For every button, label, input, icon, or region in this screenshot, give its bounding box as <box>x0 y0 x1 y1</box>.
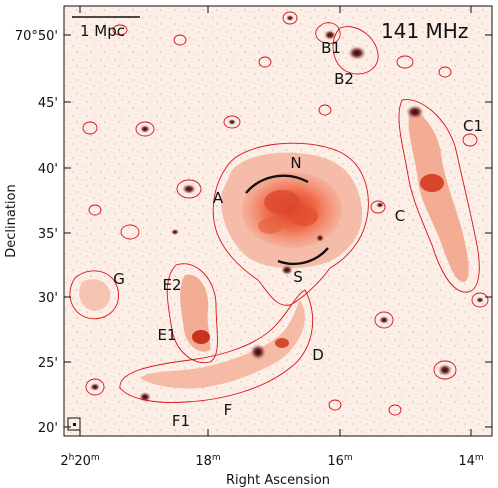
relic-C <box>408 110 469 283</box>
scale-bar-label: 1 Mpc <box>80 22 125 40</box>
y-tick-label: 45' <box>38 96 58 111</box>
y-tick-label: 25' <box>38 356 58 371</box>
region-label-g: G <box>113 270 125 288</box>
region-label-s: S <box>293 268 303 286</box>
axes: 2h20m 18m 16m 14m 70°50' 45' 40' 35' 30' 25' 20' <box>15 6 492 469</box>
y-tick-label: 70°50' <box>15 29 58 44</box>
region-labels: N S A B1 B2 C1 C D E1 E2 F F1 G <box>113 39 483 430</box>
y-tick-label: 20' <box>38 421 58 436</box>
point-sources <box>90 15 484 402</box>
beam-marker <box>73 423 76 426</box>
x-tick-label: 14m <box>458 453 483 469</box>
region-label-c1: C1 <box>463 117 483 135</box>
region-label-e1: E1 <box>157 326 176 344</box>
y-tick-label: 30' <box>38 291 58 306</box>
arc-N <box>245 174 309 194</box>
y-tick-label: 40' <box>38 162 58 177</box>
y-axis-label: Declination <box>4 184 19 258</box>
contours <box>69 11 489 416</box>
region-label-e2: E2 <box>162 276 181 294</box>
region-label-n: N <box>290 154 301 172</box>
x-axis-label: Right Ascension <box>226 473 330 488</box>
region-label-b1: B1 <box>321 39 341 57</box>
region-label-d: D <box>312 346 324 364</box>
y-tick-label: 35' <box>38 227 58 242</box>
emission-layer <box>69 11 489 416</box>
region-label-f1: F1 <box>172 412 190 430</box>
x-tick-label: 16m <box>327 453 352 469</box>
region-label-f: F <box>224 401 233 419</box>
region-label-b2: B2 <box>334 70 354 88</box>
region-label-c: C <box>395 207 405 225</box>
region-label-a: A <box>213 189 224 207</box>
x-tick-label: 18m <box>195 453 220 469</box>
plot-frame <box>63 5 493 437</box>
relic-D-F <box>140 300 305 389</box>
arc-S <box>277 247 329 266</box>
beam-box <box>67 417 81 431</box>
x-tick-label: 2h20m <box>60 453 99 469</box>
chart-title: 141 MHz <box>381 19 468 43</box>
region-G-emission <box>79 279 111 311</box>
